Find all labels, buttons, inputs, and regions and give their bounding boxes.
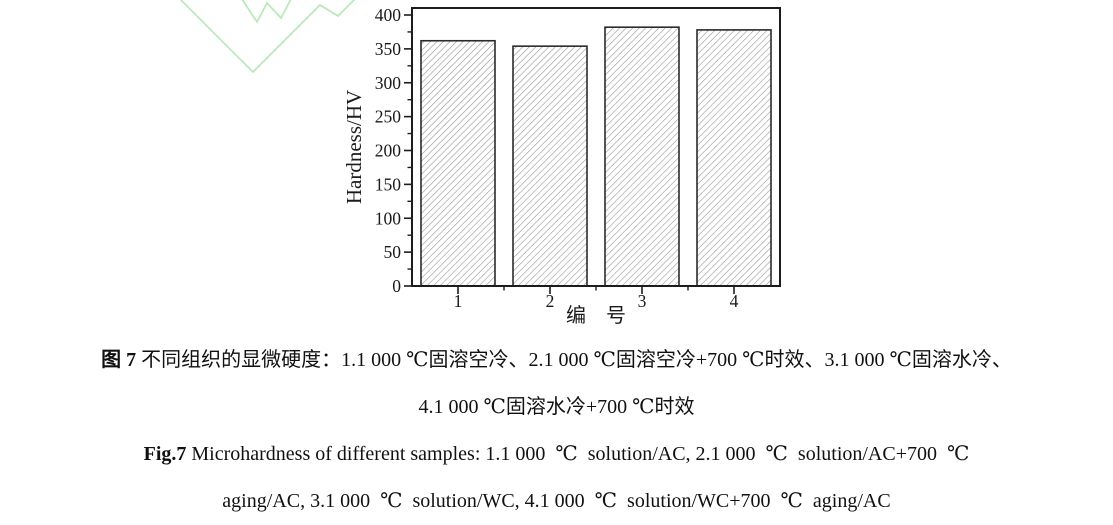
caption-cn-line1-text: 不同组织的显微硬度：1.1 000 ℃固溶空冷、2.1 000 ℃固溶空冷+70…: [136, 349, 1012, 371]
chevron-watermark-icon: [179, 0, 356, 74]
hardness-bar-chart: 0 50 100 150 200 250 300 350 400 1 2 3 4 Hardness/HV 编…: [335, 0, 795, 340]
caption-cn-line1: 图 7 不同组织的显微硬度：1.1 000 ℃固溶空冷、2.1 000 ℃固溶空…: [0, 337, 1113, 384]
watermark-small-chevron: [241, 0, 292, 24]
x-axis-title: 编 号: [566, 304, 626, 327]
y-tick-label: 300: [375, 73, 402, 93]
caption-en-figure-number: Fig.7: [143, 443, 187, 465]
x-tick-label: 1: [454, 291, 463, 311]
y-tick-label: 150: [375, 174, 402, 194]
caption-cn-figure-number: 图 7: [101, 349, 137, 371]
caption-en-line1-text: Microhardness of different samples: 1.1 …: [186, 443, 970, 465]
bar-sample-1: [420, 39, 496, 287]
y-tick-label: 250: [375, 107, 402, 127]
y-tick-label: 50: [384, 242, 402, 262]
y-axis-title: Hardness/HV: [342, 90, 366, 204]
bar-sample-2: [512, 45, 588, 287]
y-tick-label: 100: [375, 208, 402, 228]
caption-en-line1: Fig.7 Microhardness of different samples…: [0, 431, 1113, 478]
y-tick-label: 0: [392, 276, 401, 296]
y-tick-label: 200: [375, 141, 402, 161]
bar-sample-3: [604, 26, 680, 287]
y-tick-label: 400: [375, 5, 402, 25]
figure-caption: 图 7 不同组织的显微硬度：1.1 000 ℃固溶空冷、2.1 000 ℃固溶空…: [0, 337, 1113, 525]
x-tick-label: 3: [638, 291, 647, 311]
x-tick-label: 4: [730, 291, 739, 311]
x-tick-label: 2: [546, 291, 555, 311]
bar-sample-4: [696, 29, 772, 287]
caption-en-line2: aging/AC, 3.1 000 ℃ solution/WC, 4.1 000…: [222, 490, 891, 512]
caption-cn-line2: 4.1 000 ℃固溶水冷+700 ℃时效: [418, 396, 695, 418]
y-tick-label: 350: [375, 39, 402, 59]
watermark-large-chevron: [179, 0, 356, 74]
hardness-chart-canvas: 0 50 100 150 200 250 300 350 400 1 2 3 4 Hardness/HV 编…: [342, 5, 781, 327]
